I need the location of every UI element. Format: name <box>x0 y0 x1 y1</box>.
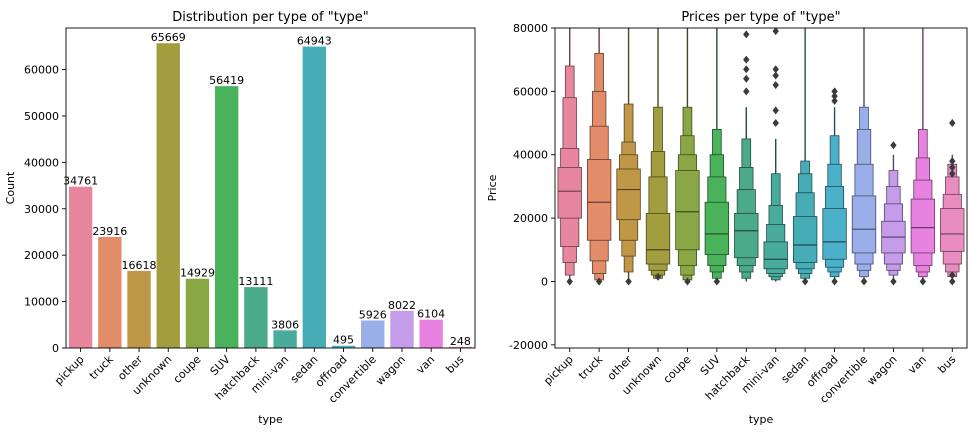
bar-chart-count-distribution: 34761 23916 16618 65669 14929 56419 13111 3806 6… <box>4 10 476 426</box>
bar-wagon <box>390 310 414 348</box>
bar-value-label-truck: 23916 <box>92 225 127 238</box>
outlier-wagon <box>890 141 897 150</box>
outlier-offroad <box>831 277 838 286</box>
y-tick-label: 20000 <box>513 212 548 225</box>
outlier-coupe <box>684 277 691 286</box>
outlier-mini-van <box>772 71 779 80</box>
outlier-unknown <box>654 272 662 281</box>
boxen-box-SUV <box>704 201 730 255</box>
y-tick-label: 50000 <box>24 110 59 123</box>
outlier-bus <box>949 157 956 166</box>
bar-convertible <box>361 320 385 348</box>
outlier-mini-van <box>772 106 779 115</box>
bar-value-label-coupe: 14929 <box>180 267 215 280</box>
bar-value-label-SUV: 56419 <box>209 74 244 87</box>
y-tick-label: 20000 <box>24 249 59 262</box>
outlier-bus <box>949 271 956 280</box>
y-tick-label: -20000 <box>509 339 548 352</box>
bar-value-label-unknown: 65669 <box>151 31 186 44</box>
y-tick-label: 60000 <box>24 64 59 77</box>
outlier-mini-van <box>772 119 779 128</box>
boxen-box-truck <box>586 159 612 241</box>
outlier-bus <box>949 277 956 286</box>
outlier-hatchback <box>743 30 750 39</box>
outlier-bus <box>949 119 956 128</box>
boxen-box-convertible <box>851 195 877 254</box>
boxen-box-other <box>616 168 641 221</box>
outlier-pickup <box>566 277 573 286</box>
outlier-hatchback <box>743 87 750 96</box>
y-tick-label: 80000 <box>513 22 548 35</box>
outlier-hatchback <box>743 74 750 83</box>
bar-value-label-pickup: 34761 <box>63 175 98 188</box>
y-tick-label: 30000 <box>24 203 59 216</box>
outlier-hatchback <box>743 55 750 64</box>
y-axis-label: Count <box>4 171 17 204</box>
y-tick-label: 0 <box>52 342 59 355</box>
outlier-offroad <box>831 96 838 105</box>
bar-SUV <box>214 86 239 349</box>
axes-frame <box>65 27 476 349</box>
outlier-mini-van <box>772 81 779 90</box>
boxen-box-sedan <box>792 216 818 263</box>
bar-value-label-bus: 248 <box>450 335 471 348</box>
outlier-van <box>919 277 927 286</box>
boxen-box-mini-van <box>763 241 788 270</box>
boxen-box-offroad <box>822 208 847 260</box>
chart-title: Prices per type of "type" <box>681 10 840 25</box>
bar-value-label-van: 6104 <box>417 308 445 321</box>
x-axis-label: type <box>749 413 774 426</box>
bar-sedan <box>302 46 327 348</box>
outlier-truck <box>595 277 603 286</box>
bar-unknown <box>156 43 180 348</box>
bar-value-label-mini-van: 3806 <box>271 318 299 331</box>
bar-value-label-offroad: 495 <box>333 334 354 347</box>
bar-pickup <box>68 186 93 348</box>
y-axis-label: Price <box>486 174 499 201</box>
outlier-mini-van <box>772 65 779 74</box>
y-tick-label: 0 <box>541 275 548 288</box>
outlier-convertible <box>860 277 868 286</box>
boxen-box-van <box>910 198 936 254</box>
chart-title: Distribution per type of "type" <box>172 10 369 25</box>
boxen-box-unknown <box>645 212 671 265</box>
axes-frame <box>554 27 968 349</box>
bar-coupe <box>185 278 210 348</box>
outlier-sedan <box>801 277 809 286</box>
boxen-plot-area <box>557 28 965 286</box>
y-tick-label: 60000 <box>513 85 548 98</box>
y-tick-label: 40000 <box>513 149 548 162</box>
outlier-SUV <box>713 277 721 286</box>
outlier-other <box>625 277 632 286</box>
outlier-offroad <box>831 87 838 96</box>
bar-hatchback <box>244 287 268 348</box>
boxen-box-pickup <box>557 167 582 219</box>
outlier-offroad <box>831 92 838 101</box>
bar-truck <box>98 237 122 348</box>
bar-offroad <box>331 345 356 348</box>
boxen-box-hatchback <box>734 212 759 259</box>
outlier-mini-van <box>772 28 779 36</box>
boxen-box-bus <box>940 208 965 252</box>
bar-value-label-convertible: 5926 <box>359 308 387 321</box>
outlier-bus <box>949 163 956 172</box>
bar-van <box>419 319 443 348</box>
boxen-box-coupe <box>675 170 700 251</box>
outlier-wagon <box>890 277 897 286</box>
y-tick-label: 40000 <box>24 156 59 169</box>
bar-value-label-wagon: 8022 <box>388 299 416 312</box>
bar-other <box>127 270 151 348</box>
bar-value-label-sedan: 64943 <box>297 35 332 48</box>
outlier-hatchback <box>743 65 750 74</box>
y-tick-label: 10000 <box>24 296 59 309</box>
bar-bus <box>448 346 473 348</box>
bar-value-label-other: 16618 <box>122 259 157 272</box>
outlier-bus <box>949 169 956 178</box>
x-axis-label: type <box>258 413 283 426</box>
bar-mini-van <box>273 330 297 348</box>
bar-value-label-hatchback: 13111 <box>238 275 273 288</box>
